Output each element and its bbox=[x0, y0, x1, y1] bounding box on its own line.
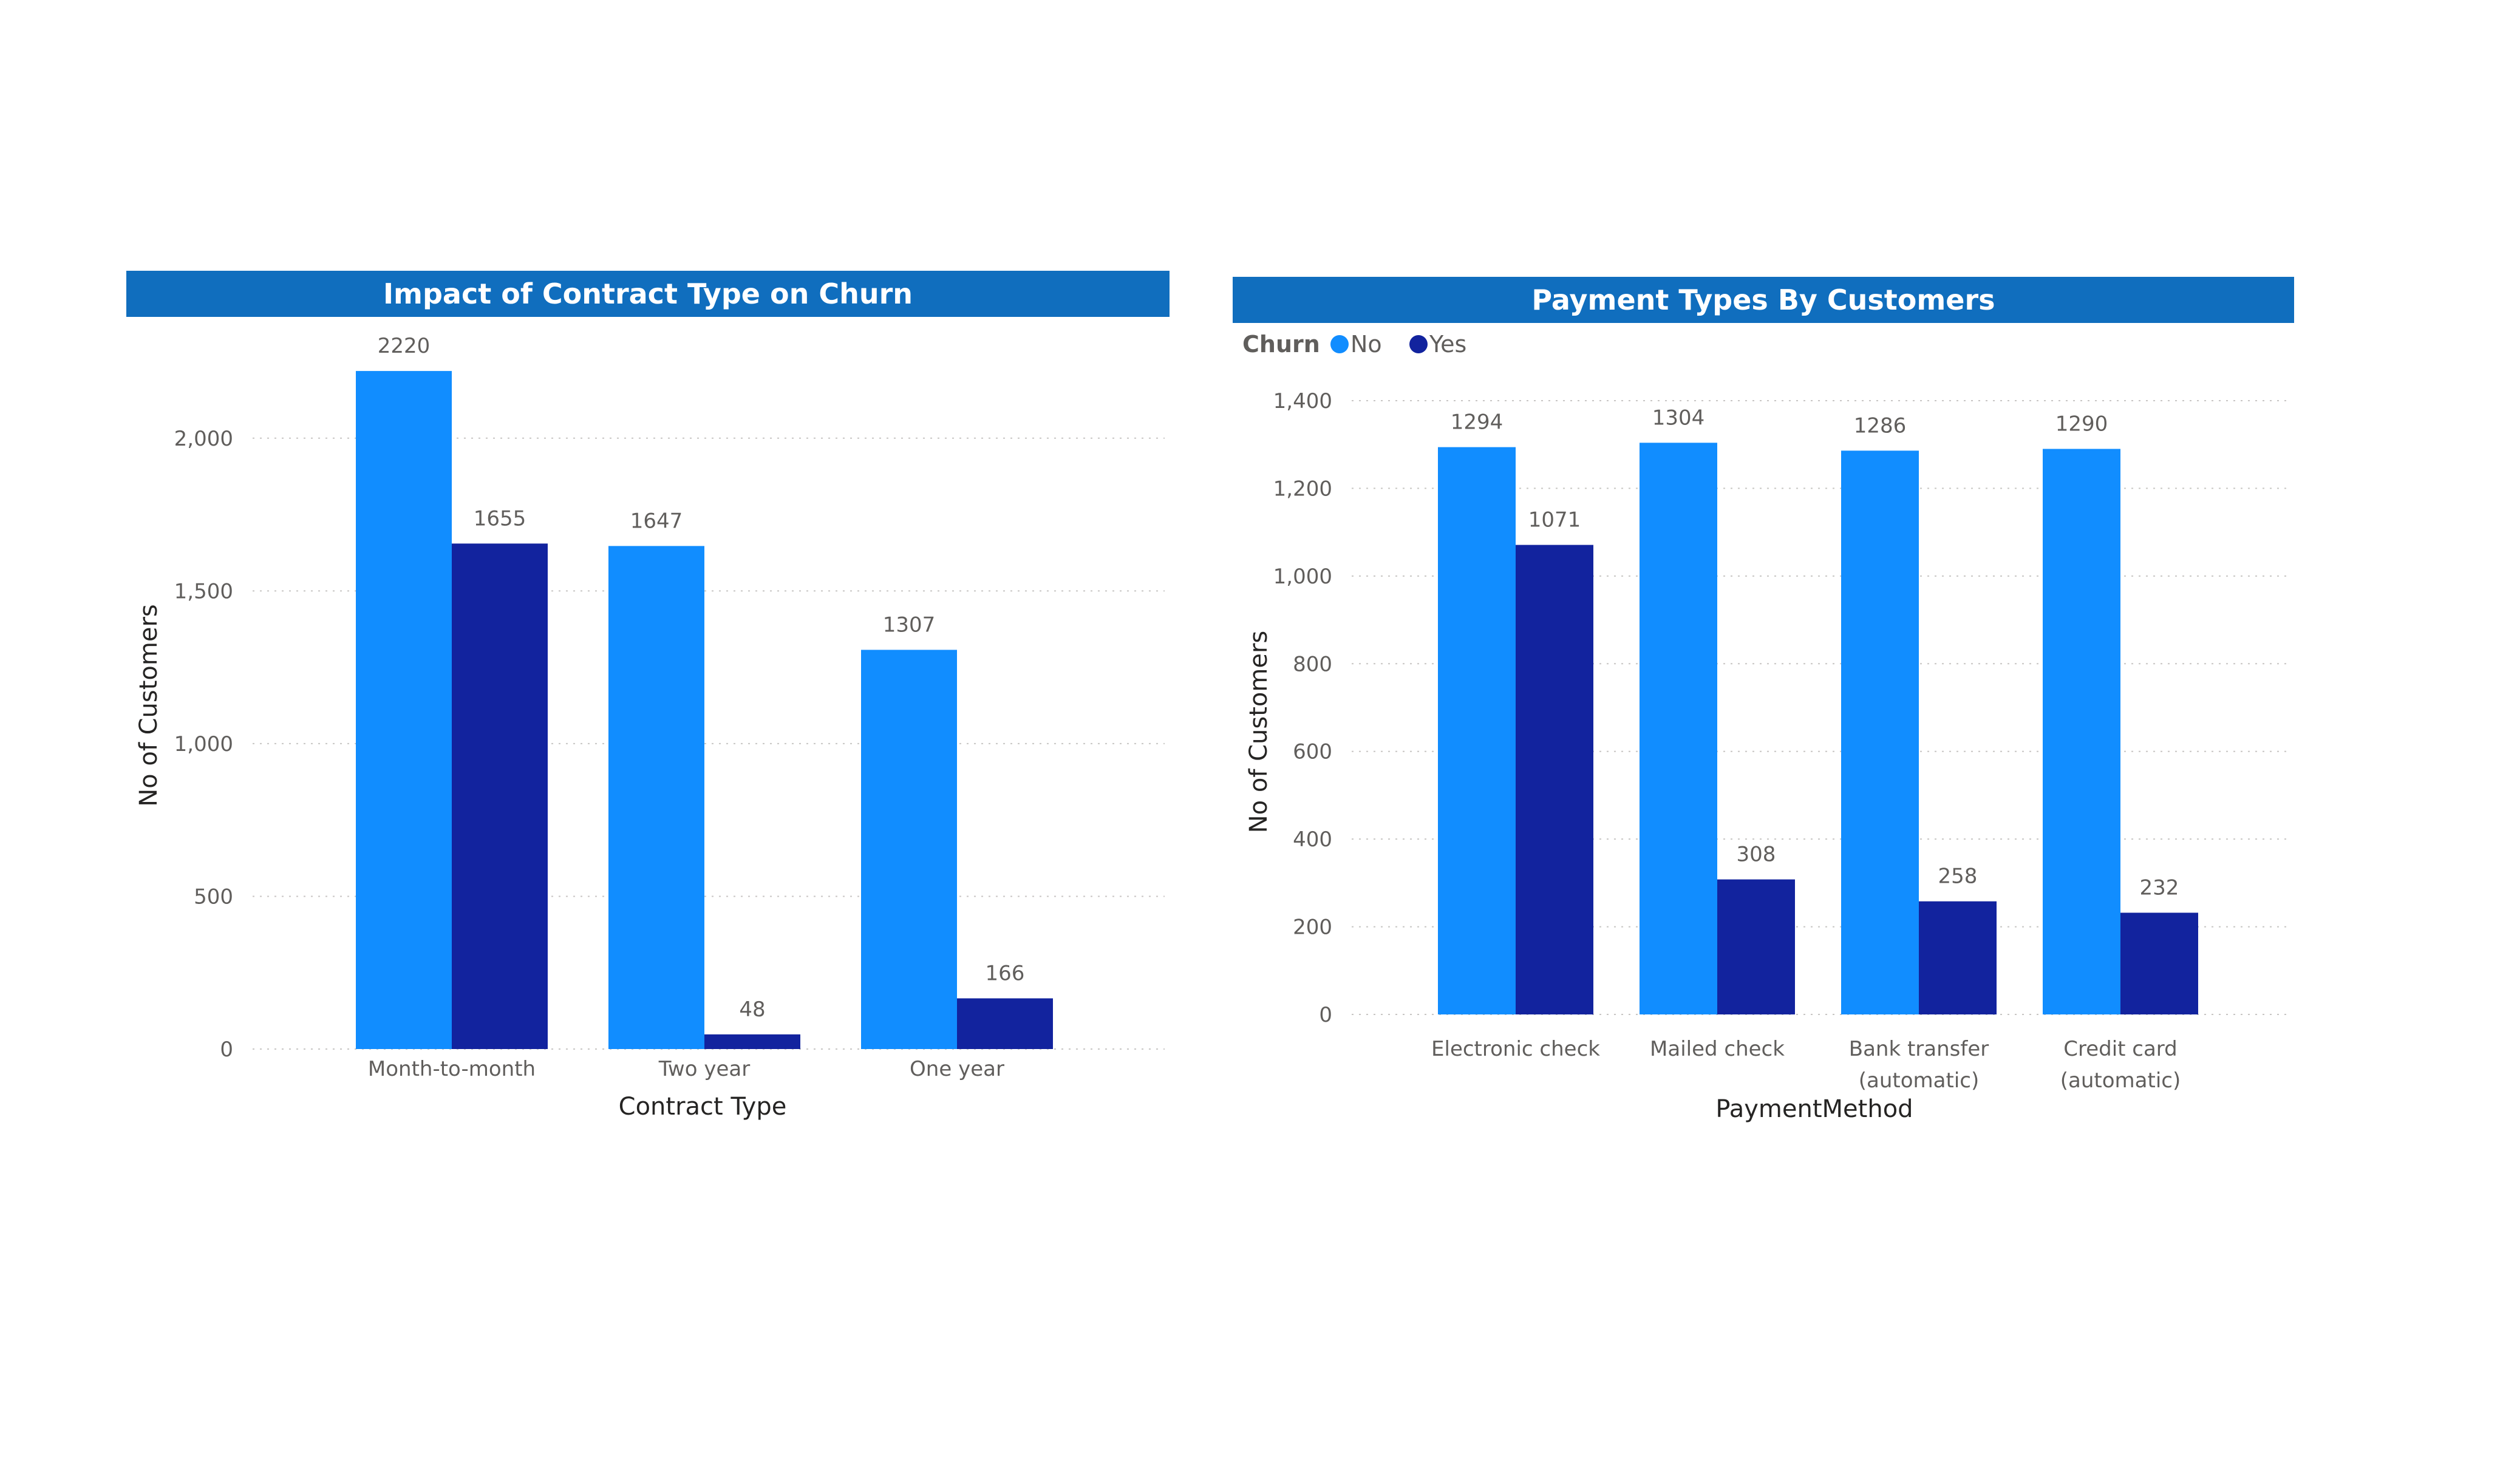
data-label: 2220 bbox=[378, 334, 431, 358]
bar-no-1 bbox=[1640, 443, 1717, 1014]
data-label: 308 bbox=[1737, 843, 1776, 867]
x-axis-title: Contract Type bbox=[619, 1093, 787, 1121]
x-tick-label: Mailed check bbox=[1650, 1037, 1785, 1061]
data-label: 1294 bbox=[1451, 410, 1503, 435]
data-label: 1286 bbox=[1854, 413, 1907, 438]
y-tick-label: 2,000 bbox=[174, 427, 233, 451]
data-label: 166 bbox=[986, 961, 1025, 985]
bar-no-2 bbox=[1841, 450, 1919, 1014]
bar-yes-2 bbox=[1919, 901, 1997, 1014]
data-label: 1647 bbox=[630, 509, 683, 533]
data-label: 1304 bbox=[1652, 406, 1705, 430]
x-axis-title: PaymentMethod bbox=[1715, 1095, 1913, 1123]
bar-yes-0 bbox=[452, 543, 548, 1049]
bar-yes-1 bbox=[1717, 879, 1795, 1014]
payment-chart-title: Payment Types By Customers bbox=[1233, 277, 2294, 323]
data-label: 1071 bbox=[1528, 508, 1581, 532]
y-tick-label: 0 bbox=[1319, 1003, 1332, 1027]
y-tick-label: 200 bbox=[1293, 915, 1332, 940]
legend-label-no: No bbox=[1350, 331, 1382, 358]
x-tick-label-line: (automatic) bbox=[1859, 1068, 1979, 1093]
y-tick-label: 0 bbox=[220, 1038, 233, 1062]
y-tick-label: 1,000 bbox=[174, 732, 233, 756]
x-tick-label: Electronic check bbox=[1431, 1037, 1600, 1061]
contract-type-chart: 0 500 1,000 1,500 2,000 2220 1647 1307 1655 48 166… bbox=[135, 334, 1165, 1121]
data-label: 1290 bbox=[2055, 412, 2108, 436]
x-tick-label: Bank transfer (automatic) bbox=[1849, 1037, 1989, 1093]
y-tick-label: 500 bbox=[194, 885, 233, 909]
bar-no-1 bbox=[608, 546, 704, 1049]
bar-no-2 bbox=[861, 650, 957, 1049]
bar-no-0 bbox=[356, 371, 452, 1050]
x-tick-label: Credit card (automatic) bbox=[2060, 1037, 2181, 1093]
x-tick-label-line: Bank transfer bbox=[1849, 1037, 1989, 1061]
legend-title: Churn bbox=[1242, 331, 1320, 358]
bar-yes-3 bbox=[2120, 912, 2198, 1014]
data-label: 1655 bbox=[474, 506, 526, 531]
bar-no-0 bbox=[1438, 447, 1516, 1014]
x-tick-label-line: Mailed check bbox=[1650, 1037, 1785, 1061]
y-tick-label: 1,500 bbox=[174, 579, 233, 603]
x-tick-label-line: (automatic) bbox=[2060, 1068, 2181, 1093]
x-tick-label-line: Credit card bbox=[2063, 1037, 2178, 1061]
contract-type-chart-panel: Impact of Contract Type on Churn 0 500 1,0… bbox=[126, 271, 1170, 1133]
contract-chart-title: Impact of Contract Type on Churn bbox=[126, 271, 1170, 317]
bar-yes-1 bbox=[704, 1034, 800, 1049]
y-tick-label: 1,000 bbox=[1273, 565, 1332, 589]
data-label: 232 bbox=[2140, 875, 2179, 900]
bar-yes-2 bbox=[957, 998, 1053, 1049]
x-tick-label: One year bbox=[910, 1057, 1004, 1081]
data-label: 48 bbox=[739, 997, 765, 1022]
legend-label-yes: Yes bbox=[1429, 331, 1466, 358]
payment-types-chart: 0 200 400 600 800 1,000 1,200 1,400 1294 1304 1286… bbox=[1242, 331, 2289, 1123]
payment-types-chart-panel: Payment Types By Customers 0 200 400 600 800… bbox=[1233, 277, 2294, 1139]
x-tick-label-line: Electronic check bbox=[1431, 1037, 1600, 1061]
data-label: 258 bbox=[1938, 864, 1978, 889]
x-tick-label: Two year bbox=[658, 1057, 750, 1081]
data-label: 1307 bbox=[883, 613, 936, 637]
y-axis-title: No of Customers bbox=[1245, 631, 1273, 834]
legend-marker-yes bbox=[1409, 335, 1428, 353]
y-tick-label: 600 bbox=[1293, 740, 1332, 764]
y-tick-label: 1,200 bbox=[1273, 477, 1332, 501]
bar-no-3 bbox=[2043, 449, 2120, 1014]
x-tick-label: Month-to-month bbox=[368, 1057, 536, 1081]
bar-yes-0 bbox=[1516, 545, 1593, 1014]
y-tick-label: 400 bbox=[1293, 827, 1332, 852]
y-tick-label: 1,400 bbox=[1273, 389, 1332, 413]
legend-marker-no bbox=[1330, 335, 1349, 353]
y-axis-title: No of Customers bbox=[135, 604, 163, 807]
y-tick-label: 800 bbox=[1293, 652, 1332, 676]
